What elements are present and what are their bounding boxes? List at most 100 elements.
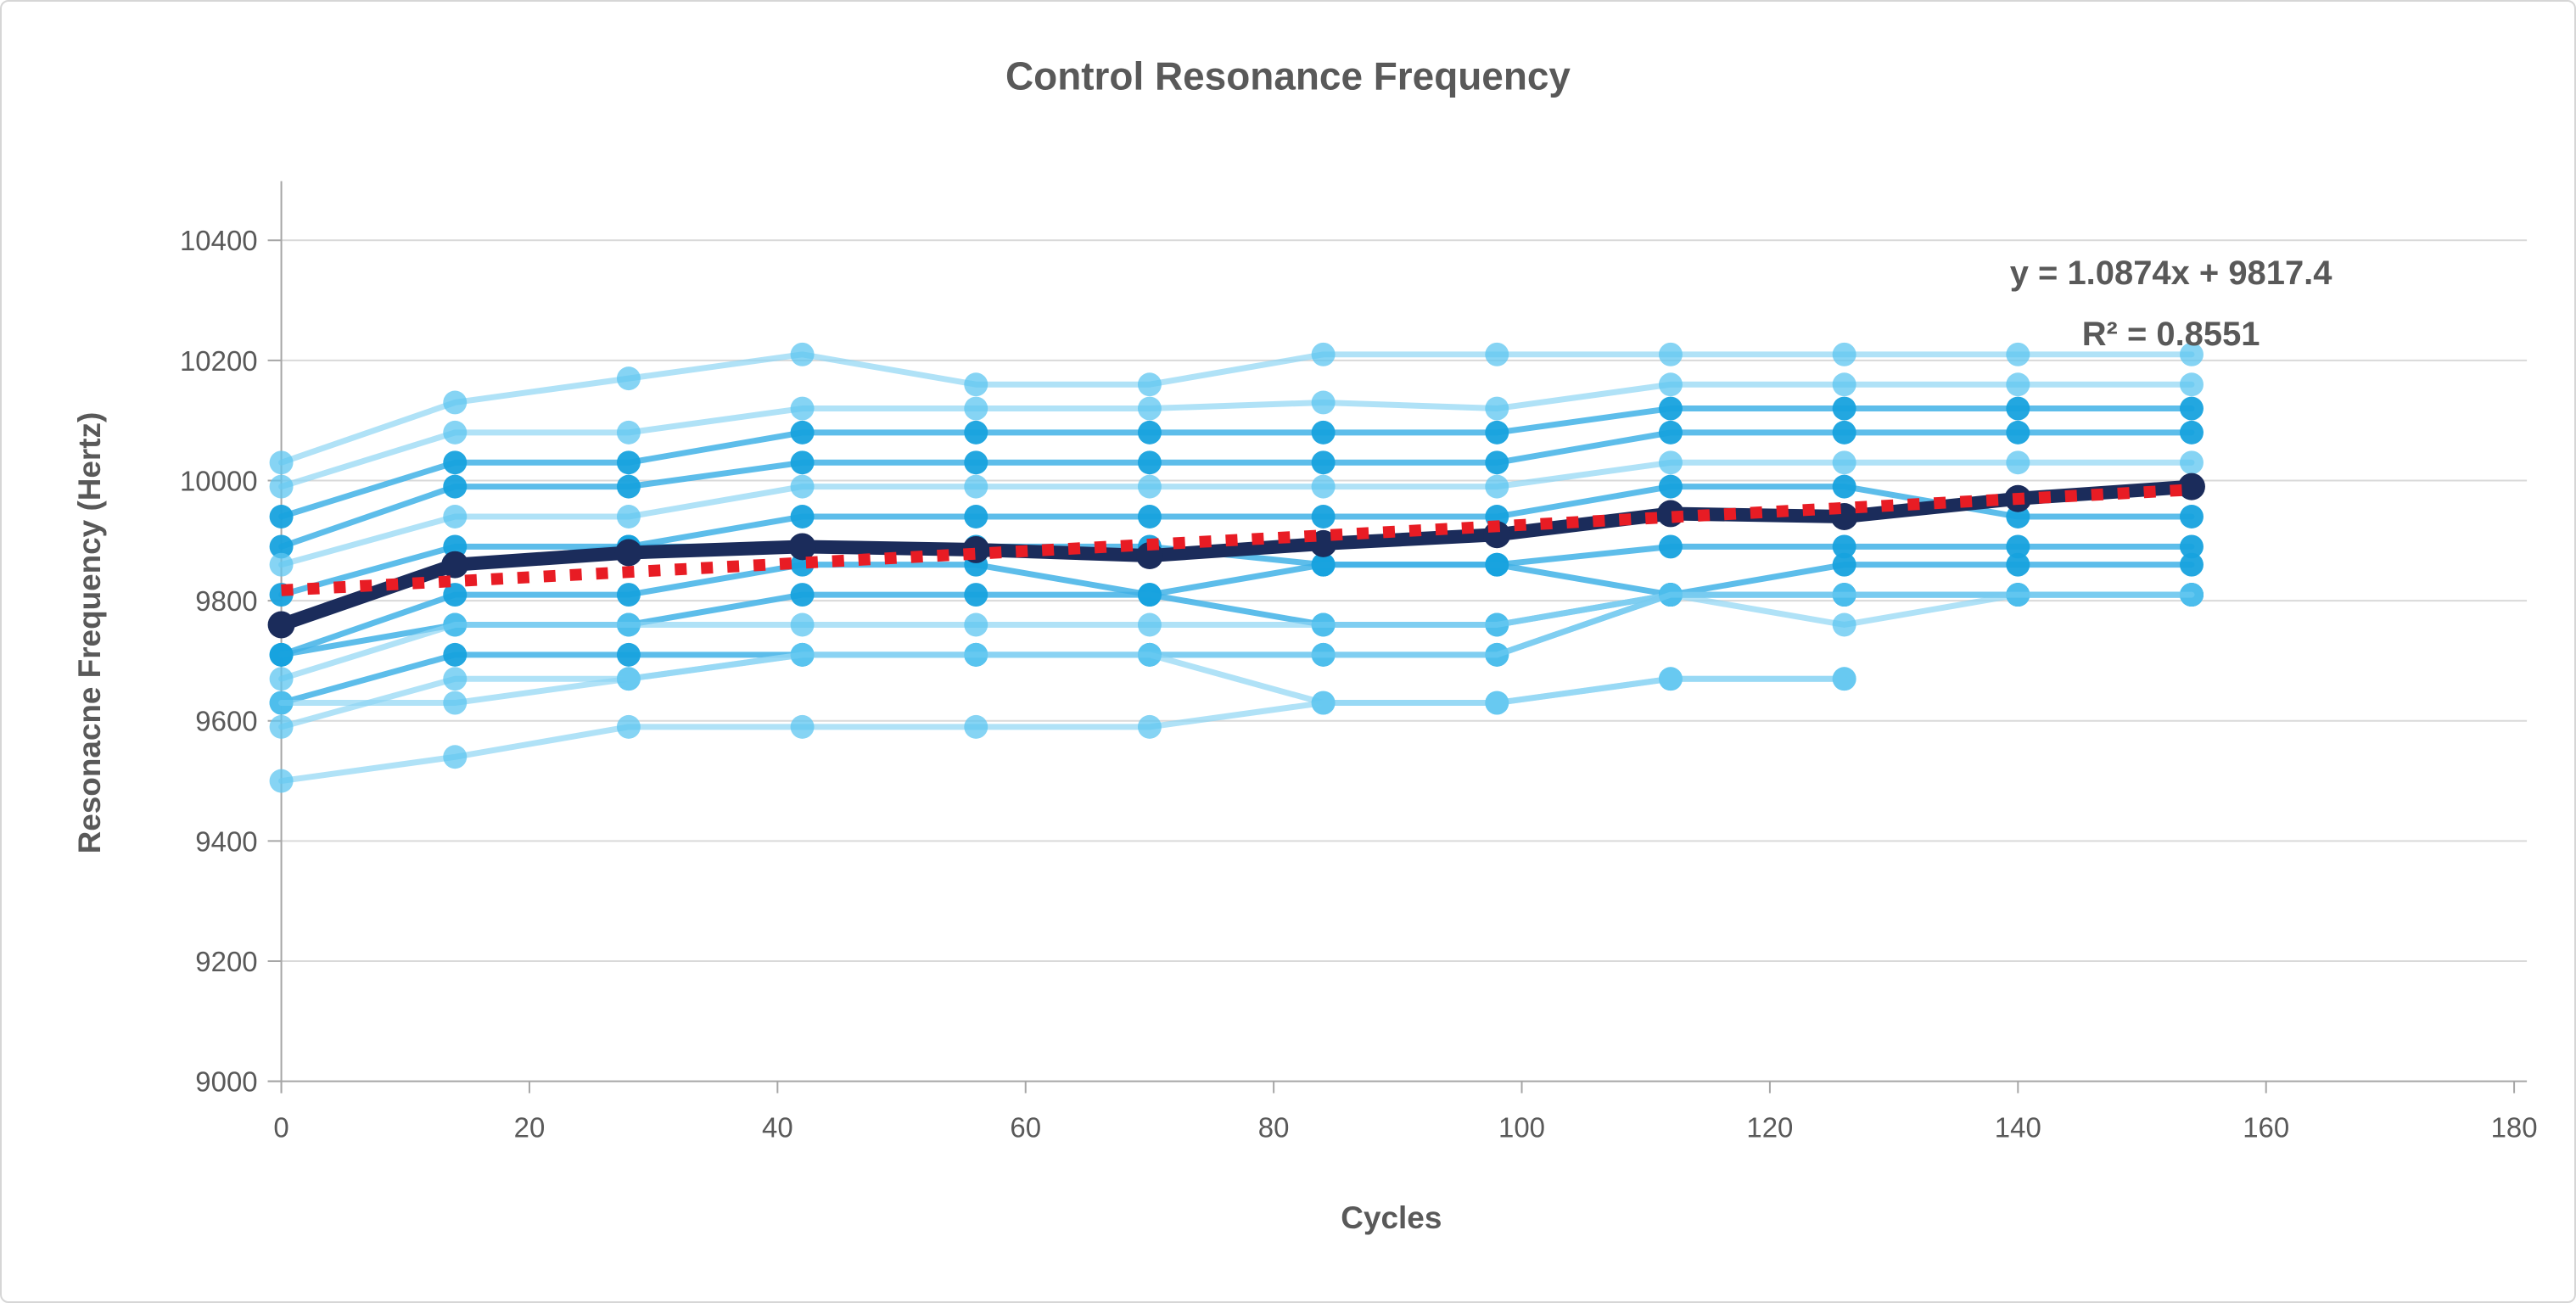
series-marker-series-14 xyxy=(1832,667,1856,691)
series-marker-series-5 xyxy=(269,552,294,577)
average-marker xyxy=(2178,473,2205,501)
series-marker-series-2 xyxy=(1485,396,1509,421)
x-axis-title: Cycles xyxy=(1341,1200,1442,1235)
series-marker-series-4 xyxy=(1137,450,1162,475)
series-line-series-2 xyxy=(278,381,2195,490)
series-marker-series-4 xyxy=(790,450,815,475)
trendline xyxy=(281,484,2192,596)
series-marker-series-3 xyxy=(2180,396,2204,421)
series-line-series-1 xyxy=(278,351,2195,466)
series-marker-series-9 xyxy=(790,583,815,607)
series-marker-series-12 xyxy=(2006,583,2030,607)
average-line xyxy=(274,479,2198,632)
series-marker-series-11 xyxy=(616,642,641,667)
series-marker-series-5 xyxy=(1485,474,1509,499)
series-marker-series-2 xyxy=(1311,390,1336,415)
series-marker-series-3 xyxy=(616,450,641,475)
series-line-series-4 xyxy=(278,429,2195,550)
series-marker-series-10 xyxy=(1137,612,1162,637)
y-tick-label: 10000 xyxy=(180,466,258,497)
series-line-series-5 xyxy=(278,459,2195,568)
series-marker-series-12 xyxy=(1658,583,1683,607)
series-marker-series-5 xyxy=(2180,450,2204,475)
series-line-series-14 xyxy=(278,675,1848,785)
y-tick-label: 9000 xyxy=(195,1066,257,1098)
series-marker-series-2 xyxy=(964,396,988,421)
series-marker-series-12 xyxy=(1485,642,1509,667)
series-marker-series-10 xyxy=(443,612,468,637)
average-marker xyxy=(267,611,295,639)
series-marker-series-3 xyxy=(1832,396,1856,421)
series-marker-series-7 xyxy=(1658,534,1683,559)
x-tick-label: 160 xyxy=(2243,1112,2289,1144)
series-marker-series-2 xyxy=(443,420,468,445)
series-marker-series-6 xyxy=(790,505,815,528)
x-tick-label: 60 xyxy=(1010,1112,1041,1144)
series-line-series-8 xyxy=(278,562,2195,658)
series-marker-series-12 xyxy=(1311,642,1336,667)
series-marker-series-12 xyxy=(269,691,294,715)
series-marker-series-6 xyxy=(1832,474,1856,499)
y-tick-label: 10400 xyxy=(180,225,258,256)
series-marker-series-3 xyxy=(964,420,988,445)
series-marker-series-1 xyxy=(790,342,815,366)
series-marker-series-2 xyxy=(790,396,815,421)
series-marker-series-2 xyxy=(1658,372,1683,397)
series-marker-series-13 xyxy=(964,642,988,667)
average-marker xyxy=(614,539,642,567)
series-marker-series-9 xyxy=(1137,583,1162,607)
series-marker-series-4 xyxy=(269,534,294,559)
series-line-series-10 xyxy=(278,591,2195,682)
series-marker-series-14 xyxy=(616,714,641,739)
series-marker-series-3 xyxy=(1311,420,1336,445)
series-marker-series-14 xyxy=(1658,667,1683,691)
series-line-series-3 xyxy=(278,405,2195,520)
x-tick-label: 100 xyxy=(1498,1112,1545,1144)
series-marker-series-1 xyxy=(2006,342,2030,366)
x-axis-tick-labels: 0 20 40 60 80 100 120 140 160 180 xyxy=(273,1112,2537,1144)
series-marker-series-1 xyxy=(1137,372,1162,397)
series-marker-series-1 xyxy=(269,450,294,475)
trendline-r-squared-label: R² = 0.8551 xyxy=(2082,316,2260,353)
x-tick-label: 0 xyxy=(273,1112,288,1144)
series-line-series-12 xyxy=(278,591,2195,707)
series-marker-series-13 xyxy=(443,667,468,691)
series-marker-series-8 xyxy=(1485,552,1509,577)
series-marker-series-13 xyxy=(269,714,294,739)
series-marker-series-3 xyxy=(1485,420,1509,445)
series-marker-series-10 xyxy=(1832,612,1856,637)
series-marker-series-14 xyxy=(964,714,988,739)
series-marker-series-14 xyxy=(1311,691,1336,715)
series-marker-series-5 xyxy=(1137,474,1162,499)
series-marker-series-12 xyxy=(2180,583,2204,607)
series-marker-series-4 xyxy=(443,474,468,499)
series-marker-series-3 xyxy=(1137,420,1162,445)
series-marker-series-4 xyxy=(1485,450,1509,475)
series-marker-series-3 xyxy=(790,420,815,445)
average-marker xyxy=(441,551,469,579)
y-tick-label: 9200 xyxy=(195,946,257,977)
series-marker-series-2 xyxy=(2006,372,2030,397)
series-marker-series-8 xyxy=(443,583,468,607)
series-marker-series-6 xyxy=(964,505,988,528)
series-marker-series-10 xyxy=(616,612,641,637)
series-marker-series-2 xyxy=(616,420,641,445)
series-marker-series-5 xyxy=(2006,450,2030,475)
series-marker-series-13 xyxy=(616,667,641,691)
series-marker-series-3 xyxy=(1658,396,1683,421)
trendline-line xyxy=(281,484,2192,596)
series-marker-series-7 xyxy=(1832,534,1856,559)
series-marker-series-11 xyxy=(443,642,468,667)
series-marker-series-6 xyxy=(1137,505,1162,528)
series-marker-series-8 xyxy=(2006,552,2030,577)
series-marker-series-8 xyxy=(1311,552,1336,577)
average-series xyxy=(267,473,2205,639)
series-marker-series-12 xyxy=(1832,583,1856,607)
y-tick-label: 10200 xyxy=(180,345,258,377)
series-marker-series-10 xyxy=(964,612,988,637)
series-marker-series-4 xyxy=(1832,420,1856,445)
series-marker-series-14 xyxy=(443,745,468,769)
series-marker-series-1 xyxy=(1485,342,1509,366)
y-tick-label: 9800 xyxy=(195,585,257,617)
series-marker-series-5 xyxy=(1311,474,1336,499)
